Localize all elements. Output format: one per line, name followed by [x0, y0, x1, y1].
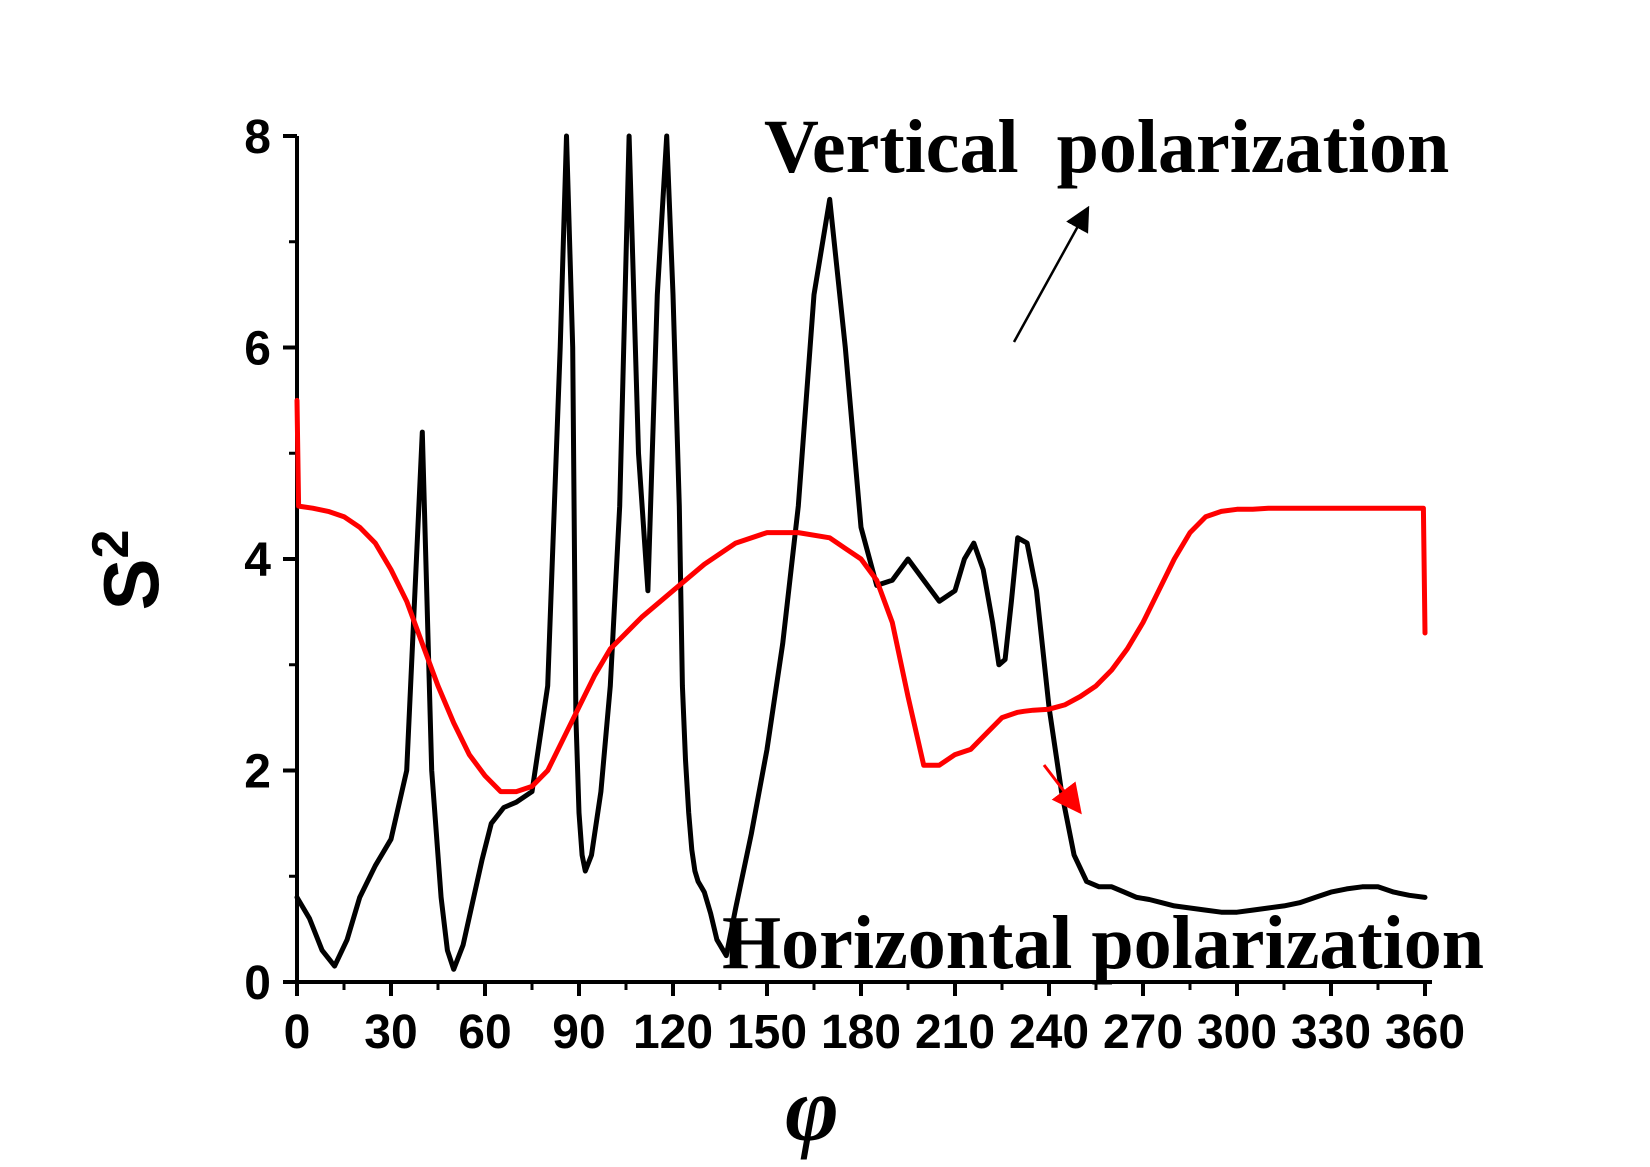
x-tick-label: 270 [1103, 1006, 1183, 1059]
series-line-black [294, 133, 1428, 972]
x-tick-label: 30 [364, 1006, 417, 1059]
y-tick-label: 6 [244, 323, 271, 376]
x-tick-label: 210 [915, 1006, 995, 1059]
annotation-vertical-arrow [1012, 205, 1090, 343]
y-tick-label: 4 [244, 534, 271, 587]
y-axis-label-superscript: 2 [82, 530, 140, 559]
x-ticks: 0 30 60 90 120 150 180 210 240 270 300 330 360 [284, 982, 1465, 1059]
x-tick-label: 330 [1291, 1006, 1371, 1059]
y-tick-label: 0 [244, 957, 271, 1010]
x-tick-label: 300 [1197, 1006, 1277, 1059]
x-tick-label: 360 [1385, 1006, 1465, 1059]
x-tick-label: 120 [633, 1006, 713, 1059]
annotation-horizontal-polarization: Horizontal polarization [722, 901, 1484, 985]
x-axis-label: φ [785, 1058, 839, 1160]
x-tick-label: 150 [727, 1006, 807, 1059]
axes [295, 136, 1432, 984]
series-layer [294, 133, 1428, 972]
y-axis-label: S2 [82, 530, 175, 611]
y-ticks: 0 2 4 6 8 [244, 111, 297, 1010]
y-tick-label: 2 [244, 746, 271, 799]
annotation-horizontal-arrow [1042, 764, 1082, 815]
x-tick-label: 240 [1009, 1006, 1089, 1059]
x-tick-label: 60 [458, 1006, 511, 1059]
x-tick-label: 0 [284, 1006, 311, 1059]
series-line-red [294, 397, 1428, 795]
y-tick-label: 8 [244, 111, 271, 164]
x-tick-label: 90 [552, 1006, 605, 1059]
annotation-vertical-polarization: Vertical polarization [764, 105, 1449, 189]
x-tick-label: 180 [821, 1006, 901, 1059]
